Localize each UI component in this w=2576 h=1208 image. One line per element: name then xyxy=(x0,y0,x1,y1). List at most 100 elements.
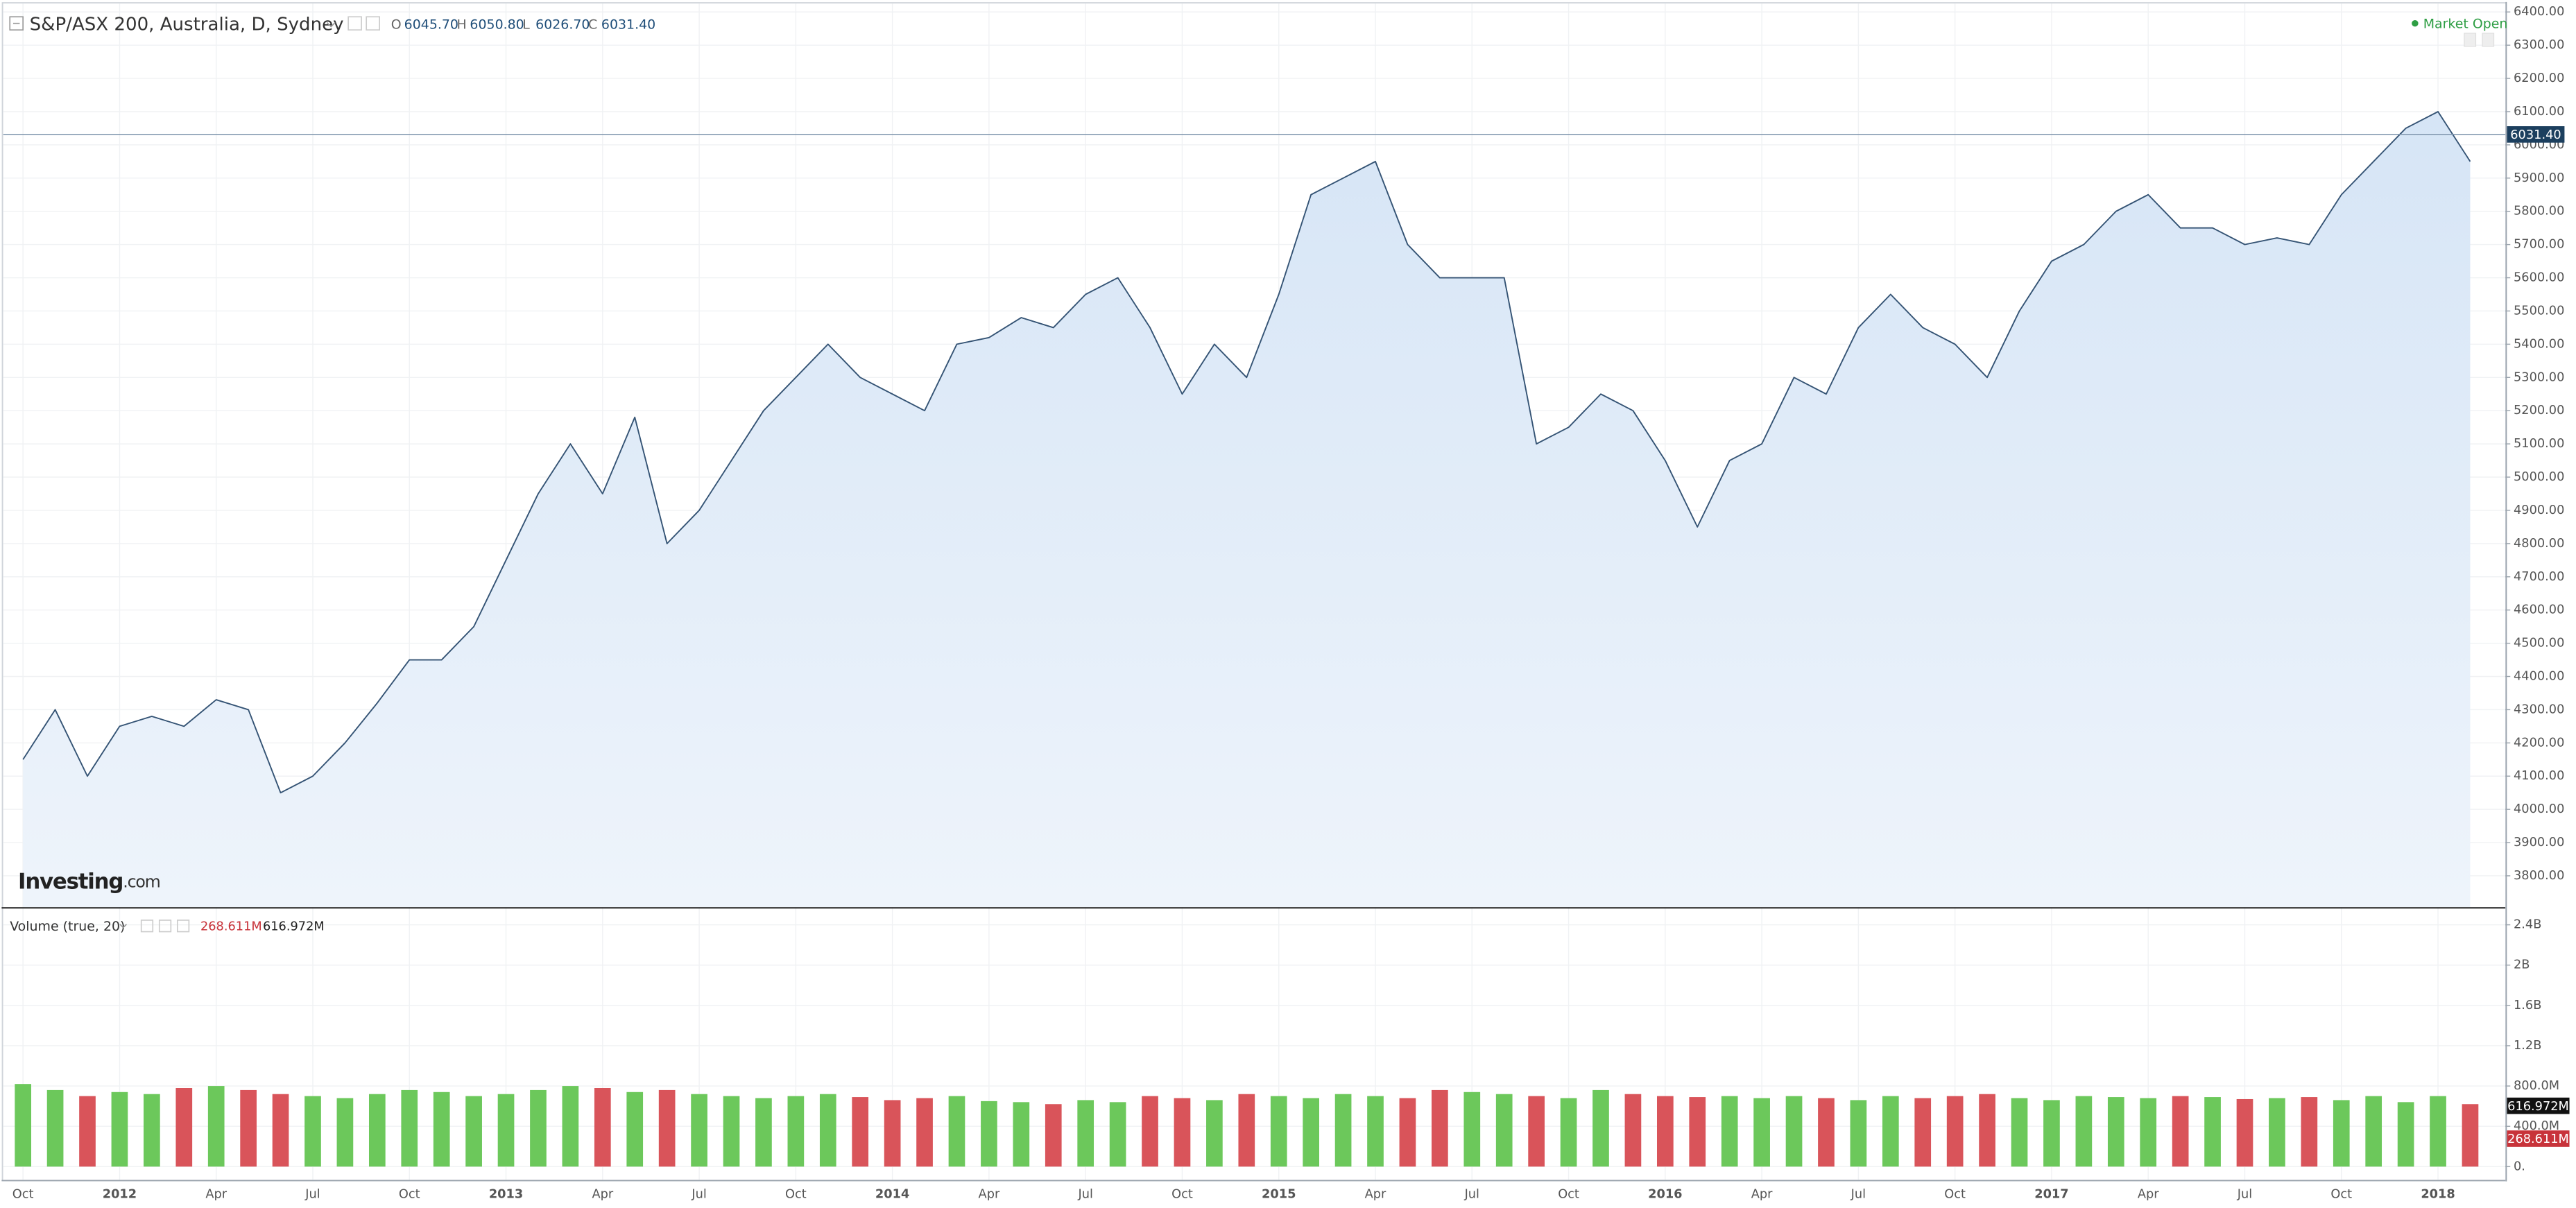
volume-bar xyxy=(144,1094,160,1167)
volume-bar xyxy=(2204,1097,2221,1167)
volume-bar xyxy=(46,1089,64,1167)
volume-average: 616.972M xyxy=(263,920,325,933)
x-tick-label: Oct xyxy=(399,1188,420,1202)
volume-bar xyxy=(1109,1102,1126,1167)
volume-bar xyxy=(1270,1096,1287,1167)
x-tick-label: Oct xyxy=(1171,1188,1193,1202)
average-tag xyxy=(2507,1097,2570,1114)
volume-bar xyxy=(1946,1096,1964,1167)
volume-settings[interactable] xyxy=(158,920,172,933)
y-tick-label: 4600.00 xyxy=(2514,603,2564,617)
volume-bar xyxy=(272,1094,289,1167)
volume-bar xyxy=(1818,1098,1835,1167)
volume-bar xyxy=(1303,1098,1320,1167)
y-tick-label: 5300.00 xyxy=(2514,370,2564,384)
volume-bar xyxy=(626,1091,644,1167)
x-tick-label: Jul xyxy=(1077,1188,1092,1202)
volume-bar xyxy=(2107,1097,2124,1167)
settings-button[interactable] xyxy=(347,16,362,31)
x-tick-label: Apr xyxy=(205,1188,227,1202)
volume-title: Volume (true, 20) xyxy=(10,919,125,934)
volume-bar xyxy=(1367,1096,1384,1167)
volume-dropdown[interactable] xyxy=(119,924,127,929)
volume-bar xyxy=(1013,1102,1030,1167)
y-tick-label: 5400.00 xyxy=(2514,337,2564,351)
volume-bar xyxy=(948,1096,965,1167)
y-tick-label: 4500.00 xyxy=(2514,637,2564,650)
y-tick-label: 4000.00 xyxy=(2514,802,2564,816)
volume-last: 268.611M xyxy=(200,920,262,933)
plot xyxy=(15,111,2479,1167)
y2-tick-label: 2B xyxy=(2514,958,2530,972)
y-tick-label: 5100.00 xyxy=(2514,437,2564,451)
y2-tick-label: 2.4B xyxy=(2514,918,2541,932)
volume-bar xyxy=(819,1094,836,1167)
y-tick-label: 6100.00 xyxy=(2514,105,2564,119)
scroll-button[interactable] xyxy=(2482,33,2495,47)
close-button[interactable] xyxy=(366,16,380,31)
volume-bar xyxy=(207,1086,225,1167)
volume-bar xyxy=(916,1098,933,1167)
volume-bar xyxy=(658,1089,676,1167)
volume-bar xyxy=(1979,1094,1995,1167)
volume-settings[interactable] xyxy=(140,920,154,933)
y2-tick-label: 1.2B xyxy=(2514,1039,2541,1053)
y-tick-label: 4400.00 xyxy=(2514,669,2564,683)
ohlc-key: C xyxy=(588,17,597,33)
y2-tick-label: 800.0M xyxy=(2514,1079,2559,1093)
x-tick-label: 2016 xyxy=(1648,1188,1682,1202)
volume-tag xyxy=(2507,1130,2570,1147)
volume-bar xyxy=(336,1098,354,1167)
volume-bar xyxy=(240,1089,257,1167)
volume-bar xyxy=(433,1091,450,1167)
x-tick-label: Apr xyxy=(979,1188,1000,1202)
x-tick-label: Jul xyxy=(2237,1188,2252,1202)
volume-bar xyxy=(1432,1089,1448,1167)
x-tick-label: 2014 xyxy=(875,1188,909,1202)
volume-bar xyxy=(2301,1097,2318,1167)
y-tick-label: 5500.00 xyxy=(2514,304,2564,318)
volume-bar xyxy=(175,1087,193,1167)
volume-bar xyxy=(1495,1094,1513,1167)
ohlc-value: 6045.70 xyxy=(404,17,458,33)
y-tick-label: 5600.00 xyxy=(2514,271,2564,285)
title-dropdown[interactable] xyxy=(326,21,336,28)
volume-bar xyxy=(465,1096,482,1167)
status-dot xyxy=(2412,19,2419,27)
volume-bar xyxy=(1077,1100,1094,1167)
volume-bar xyxy=(2043,1100,2060,1167)
x-tick-label: Jul xyxy=(304,1188,320,1202)
volume-bar xyxy=(530,1089,547,1167)
y-tick-label: 5000.00 xyxy=(2514,470,2564,484)
volume-bar xyxy=(1560,1098,1577,1167)
volume-bar xyxy=(1656,1096,1674,1167)
volume-bar xyxy=(79,1096,96,1167)
logo-suffix: .com xyxy=(123,872,160,891)
y-tick-label: 4100.00 xyxy=(2514,769,2564,783)
y-tick-label: 4800.00 xyxy=(2514,537,2564,551)
x-tick-label: Apr xyxy=(1365,1188,1386,1202)
volume-bar xyxy=(2172,1096,2189,1167)
collapse-button[interactable] xyxy=(9,16,24,31)
volume-bar xyxy=(852,1097,869,1167)
y-tick-label: 4300.00 xyxy=(2514,702,2564,716)
average-tag-label: 616.972M xyxy=(2507,1100,2569,1114)
volume-bar xyxy=(2011,1098,2028,1167)
volume-bar xyxy=(2236,1098,2253,1167)
volume-close[interactable] xyxy=(176,920,190,933)
volume-bar xyxy=(884,1100,901,1167)
y-tick-label: 6400.00 xyxy=(2514,5,2564,19)
y-tick-label: 3900.00 xyxy=(2514,836,2564,849)
volume-bar xyxy=(787,1096,805,1167)
volume-bar xyxy=(1914,1098,1932,1167)
volume-bar xyxy=(981,1101,997,1167)
volume-bar xyxy=(2462,1104,2479,1167)
x-tick-label: 2013 xyxy=(489,1188,523,1202)
volume-bar xyxy=(1399,1098,1416,1167)
scroll-button[interactable] xyxy=(2464,33,2477,47)
volume-bar xyxy=(401,1089,418,1167)
x-tick-label: Oct xyxy=(1944,1188,1966,1202)
volume-bar xyxy=(2140,1098,2157,1167)
y-tick-label: 4700.00 xyxy=(2514,570,2564,584)
